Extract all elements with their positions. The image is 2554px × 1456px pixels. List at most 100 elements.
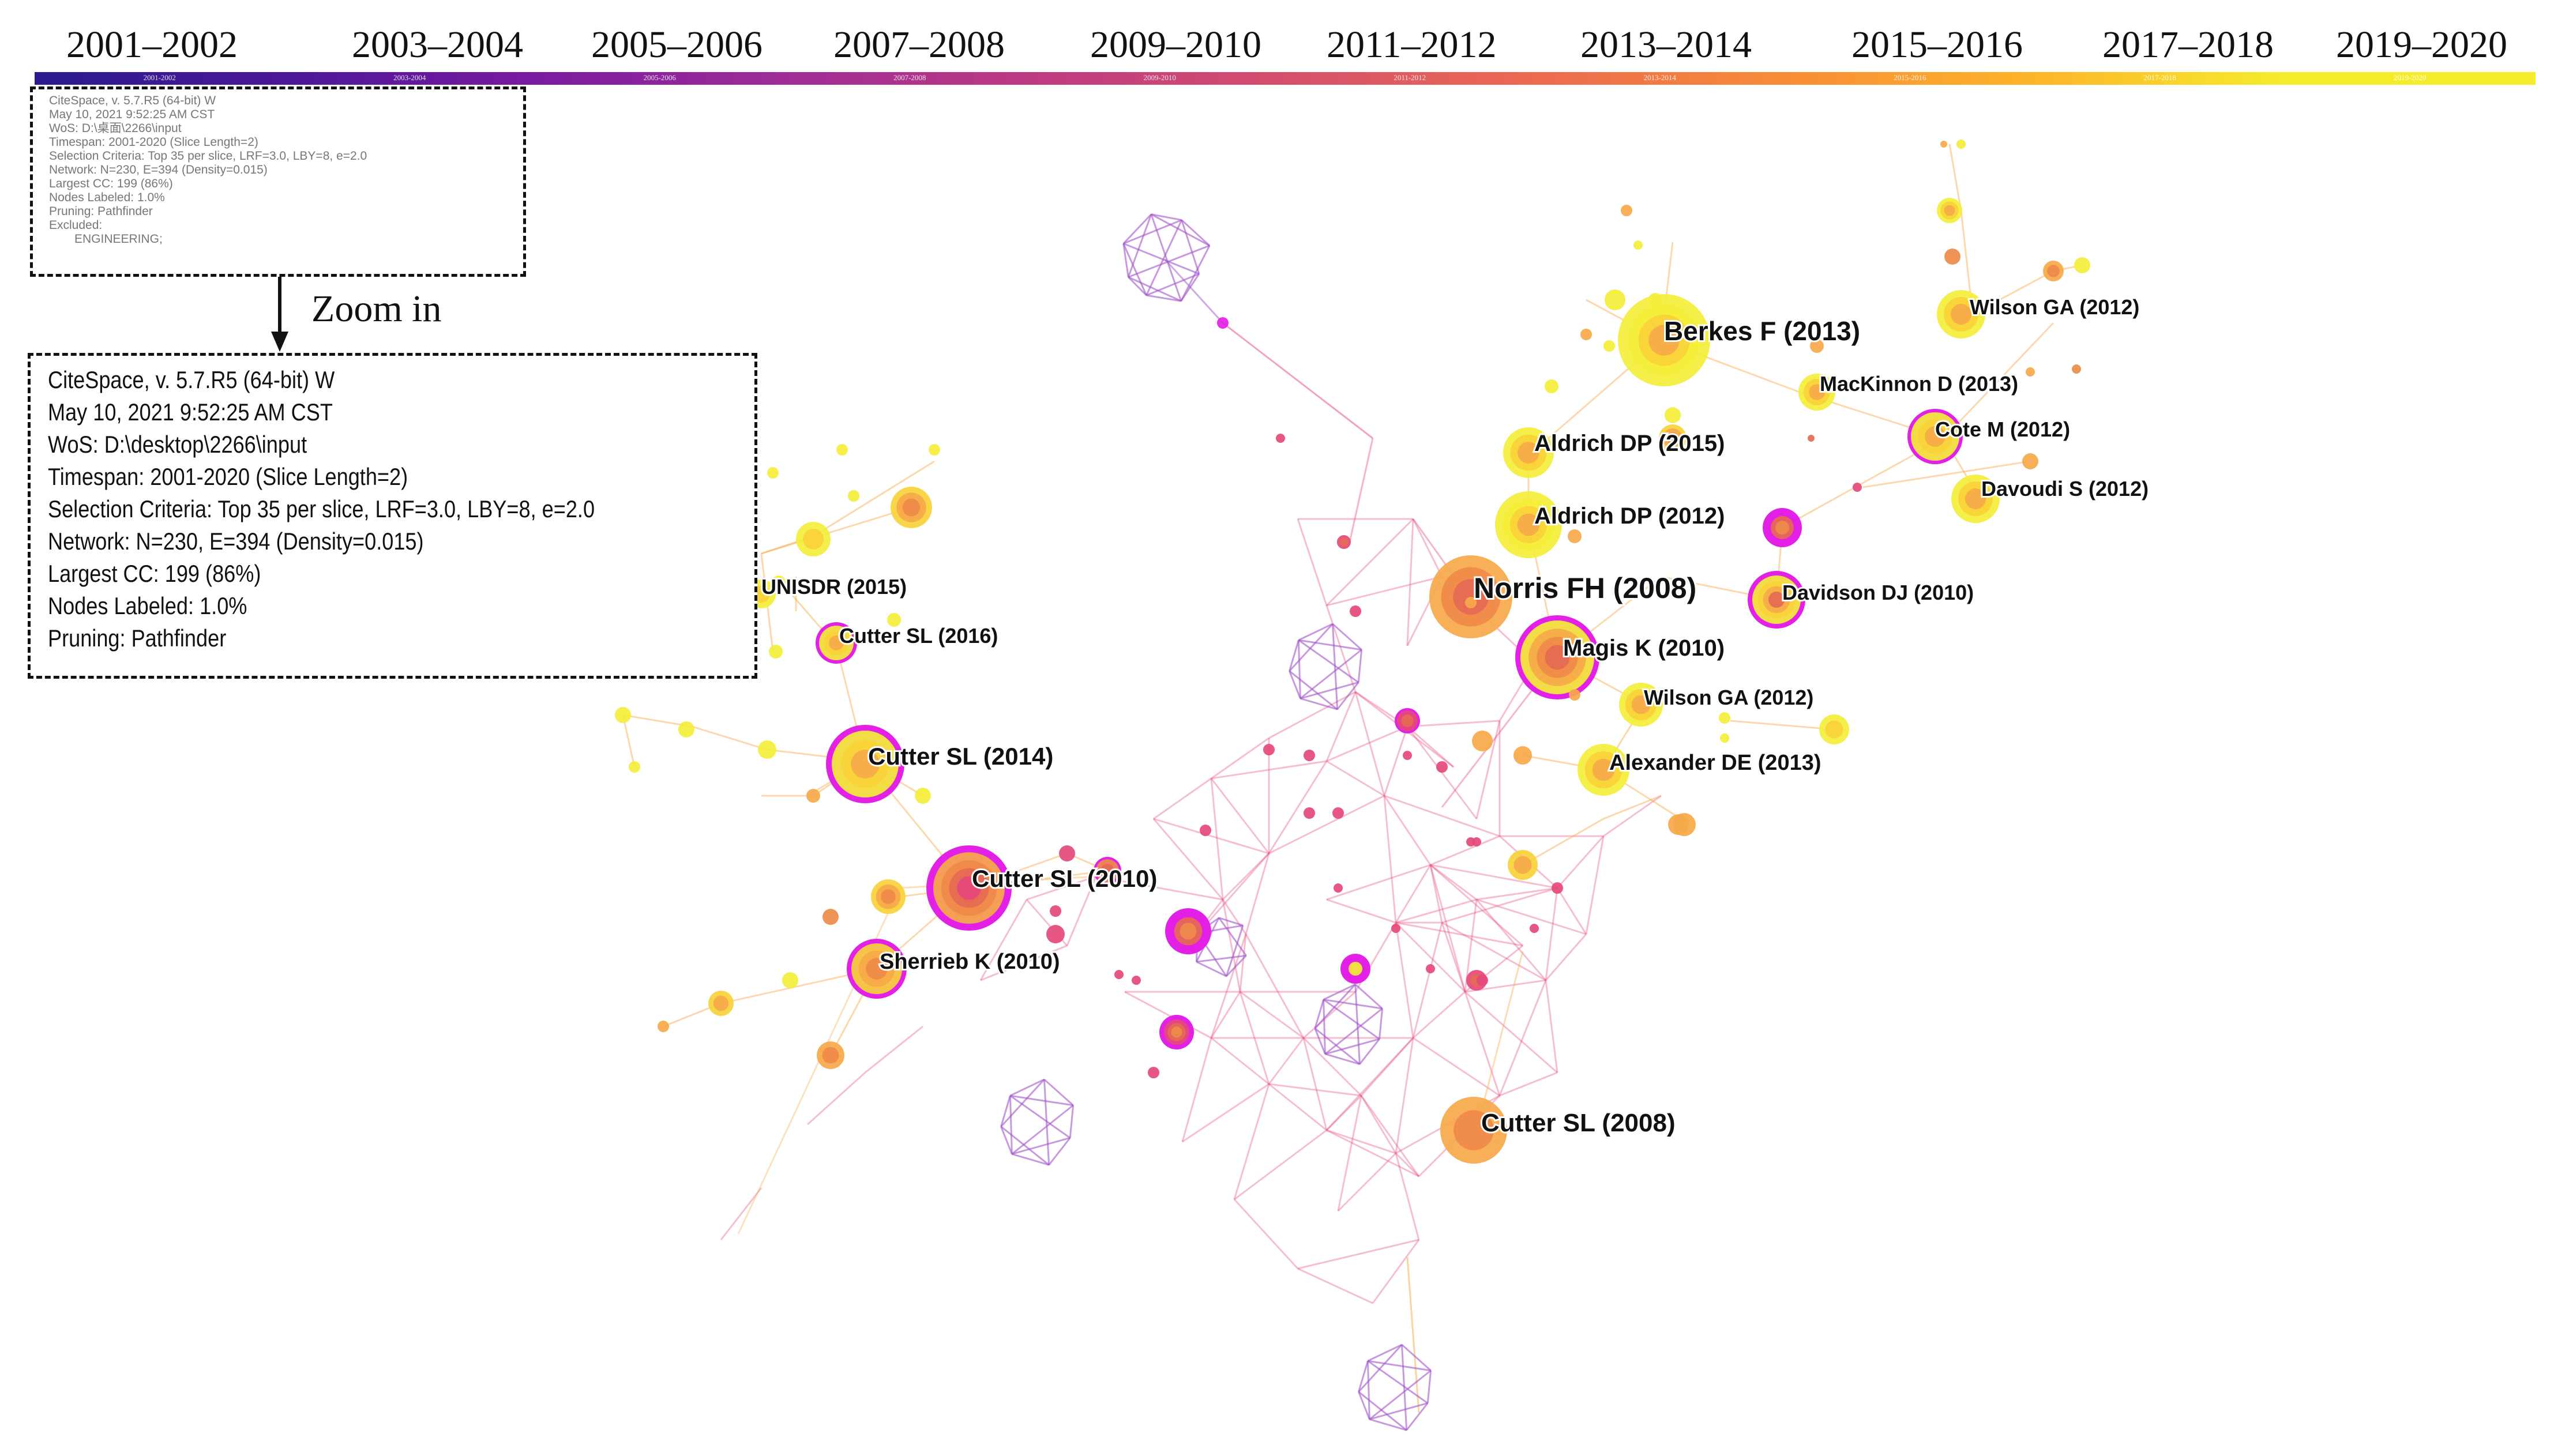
citation-node bbox=[1719, 712, 1730, 724]
citation-node bbox=[1304, 807, 1315, 819]
network-edge bbox=[1299, 649, 1362, 699]
citation-node bbox=[848, 490, 859, 502]
network-edge bbox=[1234, 1129, 1327, 1201]
network-edge bbox=[1323, 998, 1383, 1010]
citation-node bbox=[1440, 1097, 1507, 1164]
network-edge bbox=[1441, 922, 1466, 992]
network-edge bbox=[1337, 1152, 1397, 1212]
timeline-segment-label: 2019-2020 bbox=[2394, 73, 2427, 82]
network-edge bbox=[1323, 999, 1380, 1040]
node-label-cutter-2010: Cutter SL (2010) bbox=[972, 865, 1157, 892]
citation-node bbox=[816, 622, 857, 664]
network-edge bbox=[1124, 991, 1212, 1039]
network-edge bbox=[1359, 1038, 1380, 1065]
network-edge bbox=[1395, 921, 1523, 947]
citation-node bbox=[1763, 508, 1802, 547]
citation-node bbox=[1350, 605, 1361, 617]
timeline-segment bbox=[2035, 72, 2286, 85]
citation-node bbox=[1944, 249, 1960, 265]
network-edge bbox=[1407, 720, 1500, 728]
citation-node bbox=[1798, 374, 1835, 411]
citation-node bbox=[887, 613, 901, 627]
network-edge bbox=[1475, 720, 1501, 819]
network-edge bbox=[1400, 1344, 1408, 1431]
network-edge bbox=[1475, 899, 1547, 981]
network-edge bbox=[1245, 853, 1270, 935]
timeline-slice-label: 2007–2008 bbox=[833, 24, 1005, 66]
node-label-wilson-2012-b: Wilson GA (2012) bbox=[1644, 686, 1813, 709]
network-edge bbox=[1011, 1153, 1050, 1166]
network-edge bbox=[1326, 1129, 1396, 1154]
citation-node bbox=[1940, 141, 1947, 148]
node-label-aldrich-2012: Aldrich DP (2012) bbox=[1534, 503, 1725, 529]
timeline-segment bbox=[284, 72, 535, 85]
citation-node bbox=[1263, 744, 1275, 755]
info-line: CiteSpace, v. 5.7.R5 (64-bit) W bbox=[49, 94, 216, 107]
citation-node bbox=[1603, 340, 1615, 352]
network-edge bbox=[1289, 671, 1301, 699]
network-edge bbox=[1012, 1137, 1071, 1155]
citation-node bbox=[1937, 198, 1962, 223]
network-edge bbox=[1360, 1095, 1397, 1154]
citation-node bbox=[1395, 708, 1420, 733]
network-edge bbox=[1367, 1360, 1429, 1404]
network-edge bbox=[761, 506, 912, 555]
network-edge bbox=[1603, 795, 1662, 837]
network-edge bbox=[1196, 954, 1246, 963]
info-line: WoS: D:\桌面\2266\input bbox=[49, 122, 182, 135]
info-line: Timespan: 2001-2020 (Slice Length=2) bbox=[49, 136, 258, 149]
citation-node bbox=[1165, 908, 1211, 954]
network-edge bbox=[813, 460, 935, 537]
network-edge bbox=[1211, 1037, 1270, 1085]
network-edge bbox=[1323, 999, 1326, 1054]
network-edge bbox=[1545, 887, 1558, 981]
network-edge bbox=[1349, 438, 1374, 543]
timeline-segment-label: 2007-2008 bbox=[893, 73, 926, 82]
network-edge bbox=[1360, 1095, 1420, 1177]
citation-node bbox=[1619, 683, 1663, 727]
network-edge bbox=[1268, 1037, 1305, 1085]
citation-node bbox=[1217, 317, 1229, 329]
citation-node bbox=[806, 789, 820, 803]
network-edge bbox=[1268, 1083, 1327, 1131]
citation-node bbox=[782, 972, 798, 988]
citation-node bbox=[1094, 857, 1121, 885]
citation-node bbox=[2043, 261, 2064, 281]
network-edge bbox=[1314, 984, 1356, 1029]
node-label-unisdr-2015: UNISDR (2015) bbox=[761, 575, 907, 599]
network-edge bbox=[1430, 864, 1477, 901]
citation-node bbox=[1748, 571, 1805, 629]
citation-node bbox=[1046, 925, 1065, 943]
network-edge bbox=[1043, 1078, 1074, 1106]
network-edge bbox=[1222, 322, 1373, 439]
timeline-legend: 2001–2002 2003–2004 2005–2006 2007–2008 … bbox=[0, 0, 2554, 92]
citation-node bbox=[1403, 751, 1412, 760]
citation-node bbox=[1578, 744, 1629, 796]
timeline-slice-label: 2001–2002 bbox=[66, 24, 238, 66]
citation-node bbox=[1340, 954, 1370, 984]
timeline-segment-label: 2015-2016 bbox=[1894, 73, 1926, 82]
citation-node bbox=[1552, 882, 1563, 894]
network-edge bbox=[1297, 640, 1301, 699]
info-line: CiteSpace, v. 5.7.R5 (64-bit) W bbox=[48, 366, 335, 393]
timeline-segment bbox=[35, 72, 286, 85]
network-edge bbox=[1127, 214, 1152, 278]
citation-node bbox=[772, 575, 786, 589]
citation-node bbox=[1951, 475, 2000, 523]
network-edge bbox=[1152, 818, 1224, 900]
timeline-segment bbox=[1284, 72, 1535, 85]
citespace-info-box-zoomed: CiteSpace, v. 5.7.R5 (64-bit) W May 10, … bbox=[28, 353, 757, 679]
network-edge bbox=[1240, 991, 1304, 1039]
network-edge bbox=[1337, 1095, 1362, 1212]
network-edge bbox=[1302, 1037, 1328, 1131]
node-label-wilson-2012-a: Wilson GA (2012) bbox=[1970, 295, 2139, 319]
timeline-slice-label: 2013–2014 bbox=[1580, 24, 1752, 66]
network-edge bbox=[1211, 760, 1327, 780]
network-edge bbox=[1314, 1028, 1361, 1065]
network-edge bbox=[1326, 864, 1431, 901]
timeline-segment-label: 2005-2006 bbox=[643, 73, 676, 82]
network-edge bbox=[1429, 864, 1466, 992]
network-edge bbox=[1369, 1370, 1432, 1420]
network-edge bbox=[1122, 243, 1129, 277]
network-edge bbox=[1426, 1370, 1432, 1404]
